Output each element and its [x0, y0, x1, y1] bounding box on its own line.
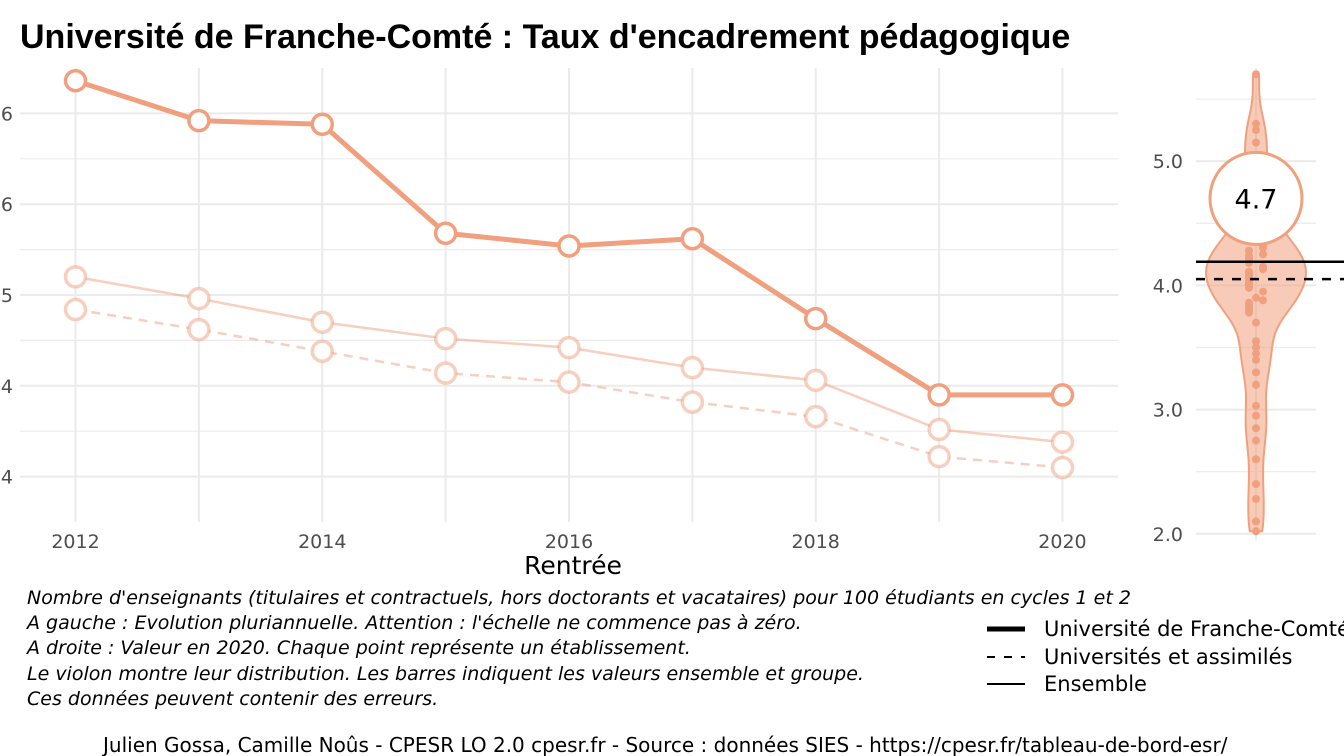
data-point [557, 234, 581, 258]
right-panel-violin: 4.7 [1196, 70, 1344, 536]
establishment-point [1252, 355, 1260, 364]
establishment-point [1245, 308, 1253, 317]
data-point [927, 417, 951, 442]
data-point [433, 326, 458, 351]
data-point [433, 361, 458, 385]
data-point [187, 286, 211, 311]
establishment-point [1245, 283, 1253, 292]
data-point [803, 306, 828, 331]
source-caption: Julien Gossa, Camille Noûs - CPESR LO 2.… [101, 733, 1228, 756]
legend-label: Ensemble [1044, 672, 1147, 696]
establishment-point [1259, 296, 1267, 305]
data-point [1050, 455, 1075, 480]
data-point [803, 404, 828, 429]
data-point [557, 370, 581, 394]
data-point [1050, 383, 1075, 407]
establishment-point [1252, 349, 1260, 358]
establishment-point [1252, 70, 1260, 79]
right-panel-ticks: 2.0 3.0 4.0 5.0 [1153, 151, 1183, 546]
series-universit-s-et-assimil-s [63, 297, 1075, 480]
data-point [433, 221, 458, 246]
establishment-point [1252, 318, 1260, 327]
highlight-bubble [1208, 150, 1304, 246]
x-tick-label: 2016 [545, 531, 593, 553]
establishment-point [1252, 293, 1260, 302]
establishment-point [1252, 337, 1260, 346]
establishment-point [1252, 411, 1260, 420]
data-point [310, 339, 335, 364]
y-tick-label: 4 [1, 467, 13, 489]
left-panel-series [63, 68, 1075, 480]
footnote-line: Le violon montre leur distribution. Les … [27, 663, 864, 685]
data-point [63, 297, 88, 322]
y-tick-label: 6 [1, 103, 13, 125]
establishment-point [1259, 244, 1267, 253]
footnotes: Nombre d'enseignants (titulaires et cont… [25, 587, 1131, 710]
y-tick-label: 4.0 [1153, 275, 1183, 297]
series-universit-de-franche-comt- [63, 68, 1075, 407]
data-point [63, 265, 88, 289]
establishment-point [1252, 436, 1260, 445]
y-tick-label: 5.0 [1153, 151, 1183, 173]
establishment-point [1252, 424, 1260, 433]
left-panel-ticks: 2012 2014 2016 2018 2020 6 6 5 4 4 [1, 103, 1087, 553]
data-point [557, 335, 581, 360]
establishment-point [1252, 480, 1260, 489]
data-point [187, 317, 211, 342]
x-axis-title: Rentrée [524, 551, 622, 580]
y-tick-label: 6 [1, 194, 13, 216]
y-tick-label: 3.0 [1153, 400, 1183, 422]
data-point [187, 108, 211, 133]
footnote-line: A droite : Valeur en 2020. Chaque point … [25, 637, 691, 659]
x-tick-label: 2012 [51, 531, 99, 553]
establishment-point [1259, 265, 1267, 274]
data-point [310, 112, 335, 137]
series-ensemble [63, 265, 1075, 454]
footnote-line: Nombre d'enseignants (titulaires et cont… [27, 587, 1131, 609]
establishment-point [1252, 527, 1260, 536]
data-point [63, 68, 88, 93]
footnote-line: A gauche : Evolution pluriannuelle. Atte… [25, 612, 802, 634]
data-point [927, 444, 951, 469]
establishment-point [1252, 343, 1260, 352]
establishment-point [1252, 126, 1260, 135]
establishment-point [1252, 368, 1260, 377]
legend-label: Université de Franche-Comté [1044, 617, 1344, 641]
y-tick-label: 2.0 [1153, 524, 1183, 546]
data-point [680, 355, 705, 380]
establishment-point [1259, 287, 1267, 296]
y-tick-label: 4 [1, 376, 13, 398]
establishment-point [1252, 455, 1260, 464]
x-tick-label: 2014 [298, 531, 346, 553]
y-tick-label: 5 [1, 285, 13, 307]
establishment-point [1252, 495, 1260, 504]
data-point [680, 390, 705, 414]
establishment-point [1252, 401, 1260, 410]
chart-title: Université de Franche-Comté : Taux d'enc… [20, 18, 1070, 56]
legend-label: Universités et assimilés [1044, 645, 1292, 669]
establishment-point [1252, 119, 1260, 128]
data-point [803, 368, 828, 393]
data-point [680, 226, 705, 251]
data-point [927, 383, 951, 407]
legend: Université de Franche-Comté Universités … [987, 617, 1344, 696]
x-tick-label: 2020 [1038, 531, 1086, 553]
x-tick-label: 2018 [792, 531, 840, 553]
establishment-point [1259, 250, 1267, 259]
establishment-point [1252, 380, 1260, 389]
footnote-line: Ces données peuvent contenir des erreurs… [27, 688, 438, 710]
establishment-point [1252, 517, 1260, 526]
data-point [310, 310, 335, 334]
establishment-point [1252, 138, 1260, 147]
highlight-value-label: 4.7 [1235, 184, 1278, 215]
data-point [1050, 430, 1075, 454]
